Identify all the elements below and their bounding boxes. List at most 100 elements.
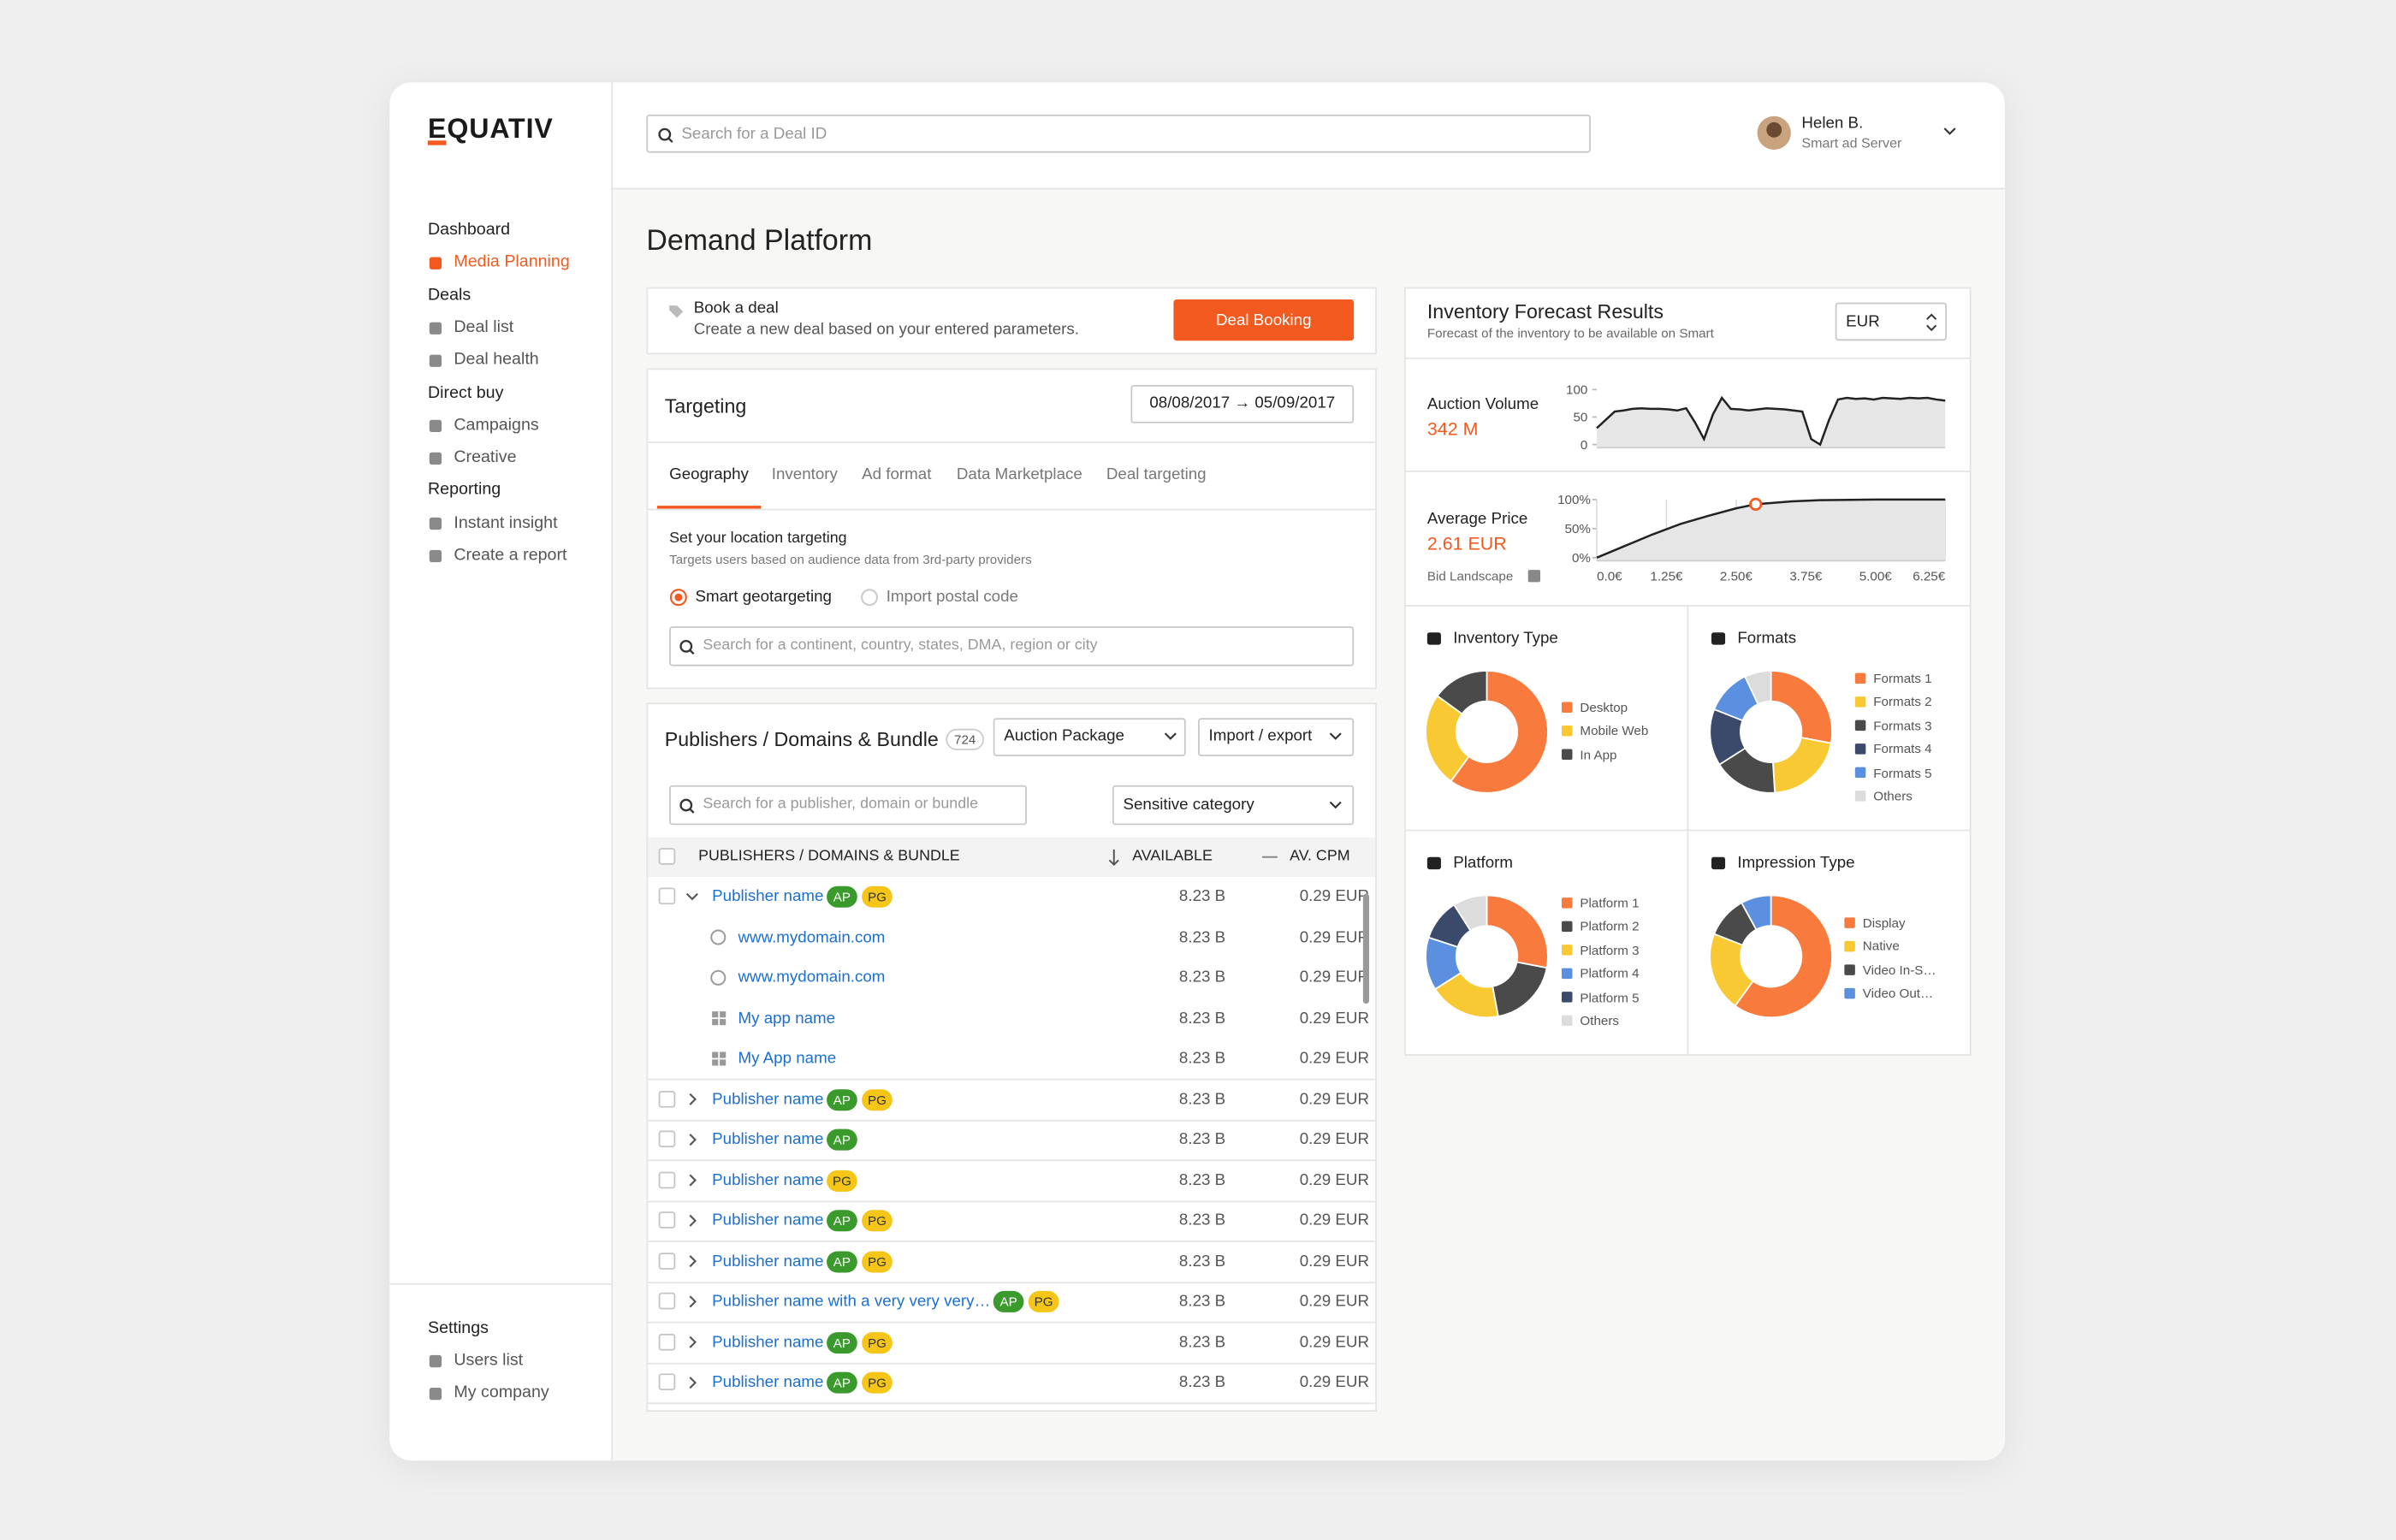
divider	[648, 1119, 1376, 1121]
pie-slice	[1734, 894, 1833, 1019]
marker	[1749, 497, 1763, 511]
nav-section[interactable]: Reporting	[428, 481, 501, 500]
nav-item[interactable]: Campaigns	[454, 416, 539, 435]
legend-swatch	[1562, 945, 1573, 956]
nav-item[interactable]: Media Planning	[454, 252, 570, 272]
nav-item[interactable]: Create a report	[454, 546, 567, 565]
domain-icon	[710, 929, 727, 945]
child-name[interactable]: My App name	[738, 1049, 837, 1068]
checkbox[interactable]	[658, 1211, 676, 1229]
available: 8.23 B	[1178, 1251, 1226, 1270]
pie-slice	[1771, 737, 1832, 794]
nav-section[interactable]: Direct buy	[428, 383, 504, 402]
badge-label: PG	[1034, 1294, 1053, 1310]
book-button-label[interactable]: Deal Booking	[1216, 311, 1312, 330]
badge	[1028, 1290, 1059, 1312]
search-icon	[679, 639, 693, 653]
date-range-box[interactable]	[1130, 385, 1355, 424]
tab[interactable]: Ad format	[862, 465, 932, 484]
scrollbar	[1362, 893, 1369, 1004]
pie-slice	[1492, 961, 1548, 1018]
nav-item[interactable]: My company	[454, 1383, 549, 1402]
tab[interactable]: Deal targeting	[1106, 465, 1207, 484]
publisher-name[interactable]: Publisher name	[712, 1089, 824, 1109]
checkbox[interactable]	[658, 1090, 676, 1107]
tab[interactable]: Geography	[669, 465, 749, 484]
legend-swatch	[1854, 720, 1866, 732]
nav-item[interactable]: Deal health	[454, 350, 539, 370]
metric-label: Average Price	[1426, 509, 1528, 529]
checkbox[interactable]	[658, 1130, 676, 1148]
nav-section[interactable]: Dashboard	[428, 220, 511, 240]
nav-item[interactable]: Users list	[454, 1351, 524, 1370]
domain-icon	[710, 969, 727, 986]
publisher-search[interactable]	[669, 785, 1027, 826]
nav-item[interactable]: Instant insight	[454, 513, 558, 532]
available: 8.23 B	[1178, 1129, 1226, 1149]
nav-item[interactable]: Deal list	[454, 317, 514, 337]
publisher-name[interactable]: Publisher name	[712, 1170, 824, 1189]
checkbox[interactable]	[658, 887, 676, 905]
count-badge	[946, 728, 984, 750]
available: 8.23 B	[1178, 1008, 1226, 1028]
divider	[648, 1159, 1376, 1162]
select-label: Sensitive category	[1123, 795, 1254, 814]
nav-section[interactable]: Deals	[428, 285, 471, 305]
pie-slice	[1486, 894, 1549, 969]
available: 8.23 B	[1178, 927, 1226, 946]
nav-item[interactable]: Creative	[454, 448, 517, 467]
radio-label[interactable]: Import postal code	[886, 587, 1018, 607]
legend-label: Video Out…	[1862, 985, 1934, 1001]
radio-label[interactable]: Smart geotargeting	[695, 587, 832, 607]
tab[interactable]: Inventory	[771, 465, 838, 484]
chevron-icon	[689, 1134, 697, 1146]
legend-swatch	[1844, 964, 1855, 975]
select[interactable]	[1112, 785, 1355, 826]
publisher-name[interactable]: Publisher name	[712, 1372, 824, 1392]
badge-label: AP	[833, 1212, 851, 1229]
radio-dot	[674, 593, 683, 601]
legend-swatch	[1844, 987, 1855, 999]
badge-label: AP	[833, 1253, 851, 1269]
currency-select[interactable]	[1835, 302, 1947, 341]
publisher-name[interactable]: Publisher name with a very very very…	[712, 1292, 991, 1311]
publisher-name[interactable]: Publisher name	[712, 1211, 824, 1229]
chart-title: Impression Type	[1737, 853, 1855, 873]
select[interactable]	[993, 718, 1186, 756]
checkbox[interactable]	[658, 848, 676, 865]
checkbox[interactable]	[658, 1333, 676, 1350]
publisher-name[interactable]: Publisher name	[712, 1332, 824, 1351]
location-search[interactable]	[669, 626, 1355, 666]
cpm: 0.29 EUR	[1299, 1129, 1369, 1149]
cpm: 0.29 EUR	[1299, 1251, 1369, 1270]
checkbox[interactable]	[658, 1373, 676, 1390]
divider	[648, 508, 1376, 511]
tab[interactable]: Data Marketplace	[956, 465, 1082, 484]
publisher-name[interactable]: Publisher name	[712, 886, 824, 906]
publisher-name[interactable]: Publisher name	[712, 1129, 824, 1149]
divider	[648, 1281, 1376, 1283]
chevron-icon	[685, 892, 698, 901]
badge-label: AP	[833, 1334, 851, 1350]
child-name[interactable]: www.mydomain.com	[738, 927, 886, 946]
nav-icon	[429, 549, 442, 563]
app-icon	[712, 1019, 719, 1026]
legend-label: Platform 3	[1580, 942, 1640, 958]
section-icon	[1711, 632, 1726, 645]
checkbox[interactable]	[658, 1170, 676, 1188]
child-name[interactable]: My app name	[738, 1008, 836, 1028]
checkbox[interactable]	[658, 1252, 676, 1270]
nav-section[interactable]: Settings	[428, 1318, 489, 1338]
badge	[862, 1331, 893, 1353]
chevron-icon	[1943, 127, 1956, 135]
search-box[interactable]	[646, 114, 1591, 153]
divider	[648, 1199, 1376, 1202]
publisher-name[interactable]: Publisher name	[712, 1251, 824, 1270]
legend-swatch	[1854, 743, 1866, 755]
checkbox[interactable]	[658, 1292, 676, 1310]
child-name[interactable]: www.mydomain.com	[738, 968, 886, 987]
metric-value: 342 M	[1426, 418, 1479, 440]
book-button[interactable]	[1173, 299, 1355, 341]
select[interactable]	[1198, 718, 1355, 756]
